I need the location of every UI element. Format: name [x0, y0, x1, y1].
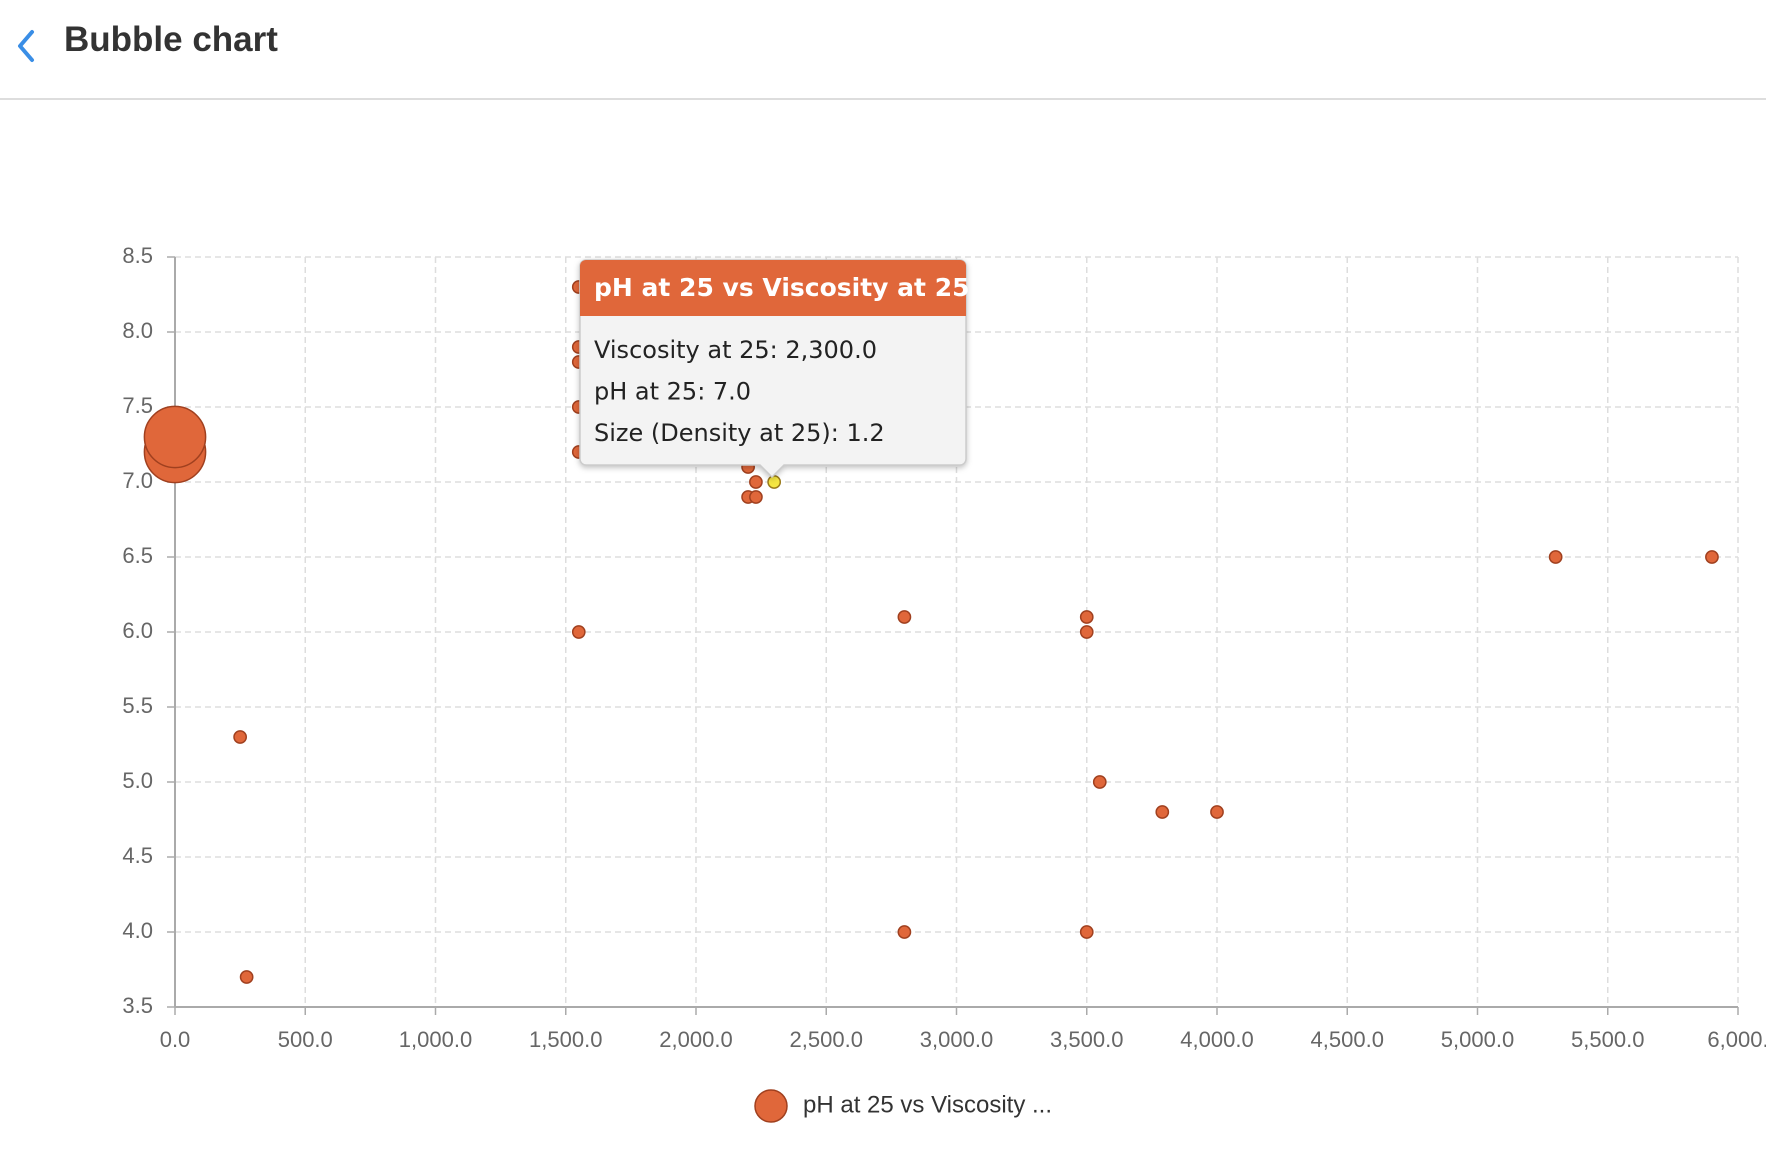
bubble: [749, 475, 763, 489]
bubble: [749, 490, 763, 504]
x-tick-label: 4,500.0: [1311, 1027, 1384, 1052]
y-tick-label: 4.5: [122, 843, 153, 868]
bubble: [897, 610, 912, 624]
back-button[interactable]: [14, 28, 38, 64]
bubble: [1092, 775, 1107, 789]
legend-label: pH at 25 vs Viscosity ...: [803, 1091, 1052, 1118]
x-tick-label: 1,500.0: [529, 1027, 602, 1052]
x-tick-label: 2,500.0: [790, 1027, 863, 1052]
bubble: [897, 925, 912, 939]
bubble: [233, 730, 247, 744]
x-tick-label: 6,000.: [1707, 1027, 1766, 1052]
y-tick-label: 5.5: [122, 693, 153, 718]
y-tick-label: 6.5: [122, 543, 153, 568]
y-tick-label: 6.0: [122, 618, 153, 643]
bubble: [1705, 550, 1719, 564]
x-tick-label: 3,000.0: [920, 1027, 993, 1052]
tooltip-title: pH at 25 vs Viscosity at 25: [594, 273, 970, 302]
tooltip-header: [580, 260, 966, 316]
bubble: [1079, 610, 1094, 624]
page-title: Bubble chart: [64, 20, 278, 59]
bubble: [1155, 805, 1170, 819]
x-tick-label: 4,000.0: [1180, 1027, 1253, 1052]
bubble: [1548, 550, 1563, 564]
bubble: [1079, 625, 1094, 639]
tooltip-line: Viscosity at 25: 2,300.0: [594, 336, 877, 364]
y-tick-label: 7.5: [122, 393, 153, 418]
x-tick-label: 0.0: [160, 1027, 191, 1052]
bubble: [1079, 925, 1094, 939]
y-tick-label: 3.5: [122, 993, 153, 1018]
bubble: [767, 475, 782, 489]
y-tick-label: 8.5: [122, 243, 153, 268]
bubble: [239, 970, 254, 984]
x-tick-label: 5,000.0: [1441, 1027, 1514, 1052]
x-tick-label: 500.0: [278, 1027, 333, 1052]
y-tick-label: 7.0: [122, 468, 153, 493]
x-tick-label: 1,000.0: [399, 1027, 472, 1052]
y-tick-label: 8.0: [122, 318, 153, 343]
tooltip-line: Size (Density at 25): 1.2: [594, 419, 885, 447]
x-tick-label: 5,500.0: [1571, 1027, 1644, 1052]
bubble: [143, 405, 207, 469]
bubble: [571, 625, 586, 639]
y-tick-label: 4.0: [122, 918, 153, 943]
tooltip: pH at 25 vs Viscosity at 25 Viscosity at …: [579, 259, 970, 479]
legend-marker: [754, 1089, 788, 1123]
x-tick-label: 2,000.0: [659, 1027, 732, 1052]
header: Bubble chart: [0, 0, 1766, 100]
bubble: [1210, 805, 1224, 819]
y-tick-label: 5.0: [122, 768, 153, 793]
tooltip-line: pH at 25: 7.0: [594, 378, 751, 406]
x-tick-label: 3,500.0: [1050, 1027, 1123, 1052]
